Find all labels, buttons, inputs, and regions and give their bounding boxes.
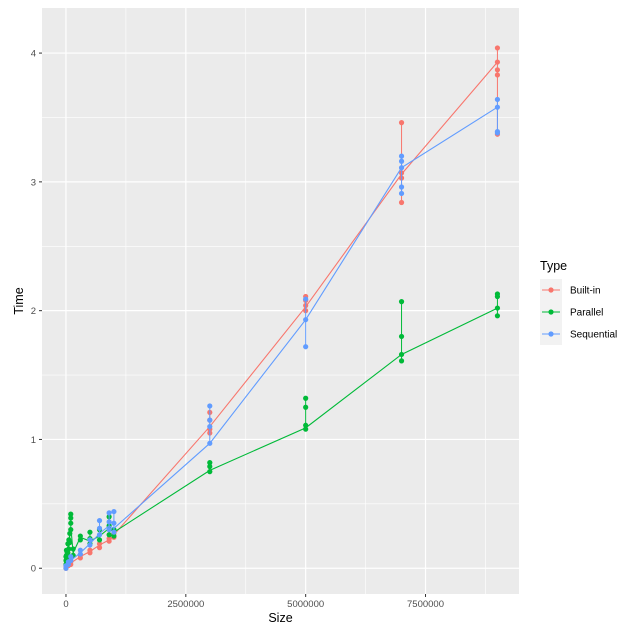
data-point — [96, 517, 103, 524]
data-point — [77, 533, 83, 539]
data-point — [111, 529, 117, 535]
legend-label: Built-in — [570, 286, 601, 297]
data-point — [207, 423, 213, 430]
axis-ticks — [39, 52, 427, 597]
data-point — [96, 532, 103, 538]
x-tick-labels: 0 2500000 5000000 7500000 — [63, 599, 444, 610]
data-point — [303, 404, 309, 410]
data-point — [68, 511, 74, 517]
data-point — [68, 515, 74, 521]
data-point — [398, 199, 405, 206]
x-tick-label: 2500000 — [167, 599, 204, 610]
data-point — [68, 520, 74, 526]
grid-minor — [42, 8, 519, 594]
data-point — [207, 463, 213, 470]
data-point — [398, 120, 405, 126]
data-point — [398, 153, 405, 159]
data-point — [303, 317, 309, 323]
data-point — [303, 344, 309, 350]
data-point — [77, 547, 83, 553]
y-tick-label: 3 — [31, 177, 36, 188]
x-axis-title: Size — [268, 611, 292, 625]
data-point — [303, 395, 309, 401]
data-point — [96, 525, 103, 531]
data-point — [106, 510, 112, 516]
data-point — [494, 67, 501, 73]
data-point — [111, 520, 117, 526]
legend-keys: Built-in Parallel Sequential — [540, 279, 617, 345]
data-point — [87, 547, 93, 553]
data-point — [68, 527, 74, 533]
data-point — [87, 537, 93, 543]
data-point — [494, 59, 501, 65]
data-point — [106, 527, 112, 533]
data-point — [494, 129, 501, 135]
data-point — [207, 460, 213, 466]
legend-item-built-in: Built-in — [540, 279, 601, 301]
y-tick-label: 4 — [31, 49, 36, 60]
legend-key-point — [548, 309, 554, 315]
x-tick-label: 5000000 — [287, 599, 324, 610]
data-point — [207, 403, 213, 409]
data-point — [494, 45, 501, 51]
y-tick-label: 0 — [31, 564, 36, 575]
data-point — [66, 546, 72, 552]
data-point — [398, 333, 405, 340]
legend-label: Sequential — [570, 330, 617, 341]
data-point — [494, 313, 501, 319]
data-point — [67, 539, 73, 546]
data-point — [77, 537, 83, 543]
data-point — [70, 546, 76, 552]
data-point — [398, 184, 405, 190]
data-point — [96, 545, 103, 551]
data-point — [68, 554, 74, 560]
data-point — [398, 351, 405, 358]
data-point — [398, 299, 405, 305]
legend-label: Parallel — [570, 308, 603, 319]
series-parallel — [63, 291, 501, 567]
data-point — [207, 417, 213, 423]
legend: Type Built-in Parallel Sequential — [540, 259, 617, 345]
legend-key-point — [548, 331, 554, 337]
x-tick-label: 7500000 — [407, 599, 444, 610]
data-point — [398, 158, 405, 164]
data-point — [106, 519, 112, 525]
y-axis-title: Time — [12, 287, 26, 314]
y-tick-label: 1 — [31, 435, 36, 446]
data-point — [303, 296, 309, 302]
data-point — [398, 358, 405, 364]
data-point — [77, 551, 83, 557]
data-point — [111, 533, 117, 539]
series-sequential — [63, 96, 501, 571]
data-point — [87, 529, 93, 535]
data-point — [207, 440, 213, 446]
data-point — [398, 190, 405, 197]
data-point — [303, 422, 309, 428]
y-tick-label: 2 — [31, 306, 36, 317]
plot-panel — [42, 8, 519, 594]
data-point — [68, 557, 74, 564]
data-point — [96, 541, 103, 547]
data-point — [494, 72, 501, 78]
x-tick-label: 0 — [63, 599, 68, 610]
legend-key-point — [548, 287, 554, 293]
data-point — [303, 426, 309, 432]
data-point — [494, 291, 501, 297]
data-point — [398, 165, 405, 171]
data-point — [87, 542, 93, 548]
legend-item-parallel: Parallel — [540, 301, 603, 323]
data-point — [111, 508, 117, 515]
legend-item-sequential: Sequential — [540, 323, 617, 345]
data-point — [106, 536, 112, 542]
data-point — [207, 469, 213, 475]
data-point — [494, 96, 501, 103]
data-point — [494, 104, 501, 110]
y-tick-labels: 0 1 2 3 4 — [31, 49, 36, 575]
data-point — [106, 532, 112, 538]
legend-title: Type — [540, 259, 567, 273]
data-point — [96, 537, 103, 543]
data-point — [494, 305, 501, 311]
series-layer — [63, 45, 501, 571]
